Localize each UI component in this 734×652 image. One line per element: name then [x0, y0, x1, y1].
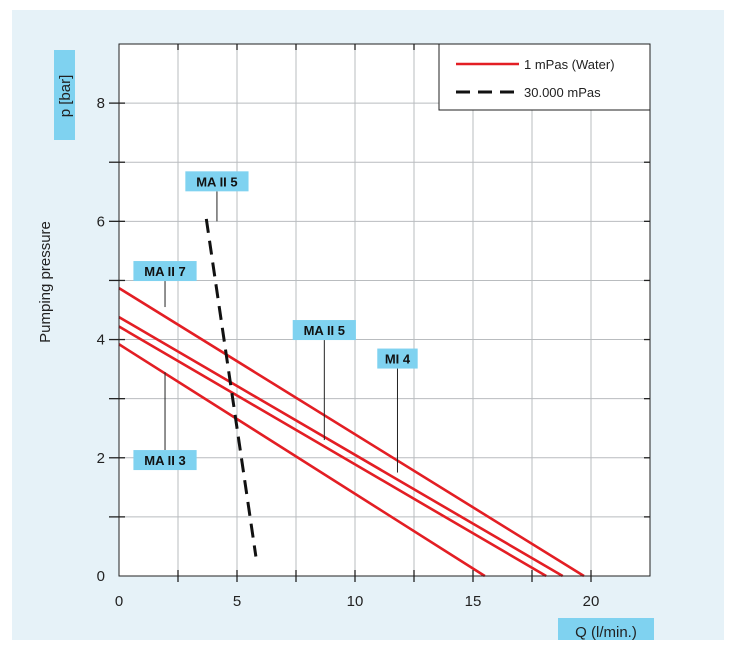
y-axis-title: Pumping pressure p [bar]: [37, 50, 75, 343]
x-axis-title: Q (l/min.): [558, 618, 654, 640]
series-tags: MA II 5 MA II 7 MA II 5 MI 4 MA II 3: [133, 171, 418, 471]
series-group: [118, 218, 585, 578]
plot-border: [118, 43, 651, 577]
axis-ticks: 0 5 10 15 20 0 2 4 6 8: [97, 44, 650, 610]
series-line-mi-4-solid: [118, 325, 547, 578]
y-tick-label: 8: [97, 95, 105, 112]
y-tick-label: 6: [97, 213, 105, 230]
series-tag-label: MA II 5: [196, 174, 237, 189]
x-axis-label: Q (l/min.): [575, 624, 637, 640]
plot-area: [119, 44, 650, 576]
legend: 1 mPas (Water) 30.000 mPas: [438, 43, 651, 111]
grid: [119, 44, 650, 576]
y-tick-label: 2: [97, 450, 105, 467]
y-axis-label: Pumping pressure: [37, 221, 54, 343]
series-tag-bg: [133, 261, 197, 282]
series-line-ma-ii-3-solid: [118, 343, 486, 578]
series-line-ma-ii-5-dashed: [204, 218, 258, 557]
y-axis-unit: p [bar]: [57, 75, 74, 118]
series-line-ma-ii-5-solid: [118, 315, 564, 578]
x-tick-label: 15: [465, 593, 482, 610]
x-tick-label: 5: [233, 593, 241, 610]
series-line-ma-ii-7-solid: [118, 287, 585, 578]
legend-label-30000-mpas: 30.000 mPas: [524, 85, 601, 100]
series-tag-label: MA II 3: [144, 453, 185, 468]
series-tag-bg: [292, 320, 356, 341]
y-tick-label: 0: [97, 568, 105, 585]
series-tag-label: MA II 5: [304, 323, 345, 338]
x-tick-label: 10: [347, 593, 364, 610]
series-tag-bg: [133, 450, 197, 471]
series-tag-bg: [377, 348, 418, 369]
y-axis-unit-highlight: [54, 50, 75, 140]
series-tag-label: MI 4: [385, 352, 411, 367]
x-tick-label: 0: [115, 593, 123, 610]
series-tag-bg: [185, 171, 249, 192]
series-tag-label: MA II 7: [144, 264, 185, 279]
legend-label-water: 1 mPas (Water): [524, 57, 615, 72]
annotation-leaders: [164, 191, 398, 473]
y-tick-label: 4: [97, 332, 105, 349]
legend-box: [438, 43, 651, 111]
x-tick-label: 20: [583, 593, 600, 610]
x-axis-label-highlight: [558, 618, 654, 640]
